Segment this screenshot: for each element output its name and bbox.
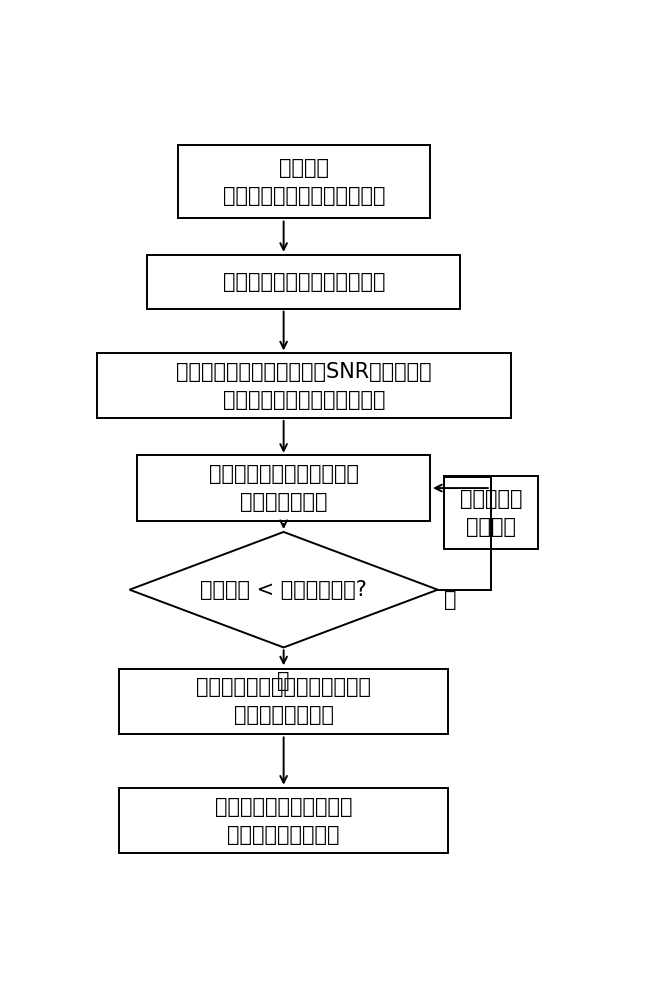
FancyBboxPatch shape xyxy=(177,145,430,218)
Text: 估计前五阶啮合谐波的局部SNR和截止阶数
选择截止阶数最高的啮合谐波: 估计前五阶啮合谐波的局部SNR和截止阶数 选择截止阶数最高的啮合谐波 xyxy=(176,362,432,410)
Text: 振动信号
（已知近似转速和齿轮齿数）: 振动信号 （已知近似转速和齿轮齿数） xyxy=(222,158,385,206)
FancyBboxPatch shape xyxy=(444,476,537,549)
FancyBboxPatch shape xyxy=(119,788,448,853)
Text: 选取前一阶
啮合谐波: 选取前一阶 啮合谐波 xyxy=(460,489,522,537)
FancyBboxPatch shape xyxy=(147,255,460,309)
FancyBboxPatch shape xyxy=(96,353,511,418)
Text: 将重采样后各旋转周期的
数据进行叠加并平均: 将重采样后各旋转周期的 数据进行叠加并平均 xyxy=(215,797,352,845)
Text: 否: 否 xyxy=(444,590,457,610)
Text: 估计转速时刻、按转轴旋转周期
分段数据并重采样: 估计转速时刻、按转轴旋转周期 分段数据并重采样 xyxy=(196,677,371,725)
FancyBboxPatch shape xyxy=(137,455,430,521)
Polygon shape xyxy=(130,532,437,647)
Text: 转速波动 < 允许最大范围?: 转速波动 < 允许最大范围? xyxy=(200,580,367,600)
FancyBboxPatch shape xyxy=(119,669,448,734)
Text: 解调选中的啮合谐波并估计
转轴的角度位置: 解调选中的啮合谐波并估计 转轴的角度位置 xyxy=(209,464,359,512)
Text: 检测前三阶啮合谐波频率峰值: 检测前三阶啮合谐波频率峰值 xyxy=(222,272,385,292)
Text: 是: 是 xyxy=(277,671,290,691)
